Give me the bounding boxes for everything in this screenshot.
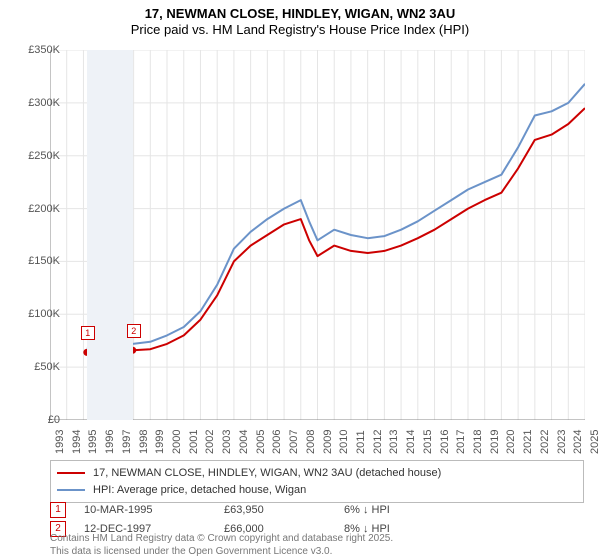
xtick-label: 1997 <box>121 430 133 454</box>
plot-sale-marker: 1 <box>81 326 95 340</box>
xtick-label: 2003 <box>221 430 233 454</box>
chart-plot-area: 12 <box>50 50 585 420</box>
legend-item-hpi: HPI: Average price, detached house, Wiga… <box>57 482 577 499</box>
legend-swatch-property <box>57 472 85 474</box>
xtick-label: 2017 <box>455 430 467 454</box>
xtick-label: 2021 <box>522 430 534 454</box>
legend: 17, NEWMAN CLOSE, HINDLEY, WIGAN, WN2 3A… <box>50 460 584 503</box>
xtick-label: 2014 <box>405 430 417 454</box>
xtick-label: 2013 <box>388 430 400 454</box>
xtick-label: 2000 <box>171 430 183 454</box>
chart-title: 17, NEWMAN CLOSE, HINDLEY, WIGAN, WN2 3A… <box>0 0 600 39</box>
xtick-label: 2007 <box>288 430 300 454</box>
xtick-label: 2019 <box>489 430 501 454</box>
xtick-label: 2012 <box>372 430 384 454</box>
xtick-label: 2009 <box>322 430 334 454</box>
xtick-label: 2004 <box>238 430 250 454</box>
xtick-label: 2018 <box>472 430 484 454</box>
xtick-label: 2023 <box>556 430 568 454</box>
ytick-label: £200K <box>28 203 60 215</box>
xtick-label: 2010 <box>338 430 350 454</box>
xtick-label: 2001 <box>188 430 200 454</box>
ytick-label: £50K <box>34 361 60 373</box>
plot-sale-marker: 2 <box>127 324 141 338</box>
xtick-label: 1996 <box>104 430 116 454</box>
ytick-label: £100K <box>28 308 60 320</box>
xtick-label: 2016 <box>439 430 451 454</box>
xtick-label: 2024 <box>572 430 584 454</box>
legend-item-property: 17, NEWMAN CLOSE, HINDLEY, WIGAN, WN2 3A… <box>57 465 577 482</box>
sale-diff-1: 6% ↓ HPI <box>344 504 444 516</box>
plot-band <box>87 50 133 420</box>
footer-line2: This data is licensed under the Open Gov… <box>50 546 393 559</box>
legend-label-property: 17, NEWMAN CLOSE, HINDLEY, WIGAN, WN2 3A… <box>93 465 441 482</box>
xtick-label: 2005 <box>255 430 267 454</box>
xtick-label: 1995 <box>87 430 99 454</box>
title-line1: 17, NEWMAN CLOSE, HINDLEY, WIGAN, WN2 3A… <box>0 6 600 22</box>
xtick-label: 2002 <box>204 430 216 454</box>
xtick-label: 1993 <box>54 430 66 454</box>
legend-label-hpi: HPI: Average price, detached house, Wiga… <box>93 482 306 499</box>
ytick-label: £350K <box>28 44 60 56</box>
xtick-label: 2006 <box>271 430 283 454</box>
ytick-label: £150K <box>28 255 60 267</box>
ytick-label: £250K <box>28 150 60 162</box>
xtick-label: 2022 <box>539 430 551 454</box>
ytick-label: £0 <box>48 414 60 426</box>
legend-swatch-hpi <box>57 489 85 491</box>
xtick-label: 2008 <box>305 430 317 454</box>
sale-row-1: 1 10-MAR-1995 £63,950 6% ↓ HPI <box>50 502 584 518</box>
xtick-label: 2025 <box>589 430 600 454</box>
xtick-label: 1994 <box>71 430 83 454</box>
xtick-label: 2011 <box>355 430 367 454</box>
sale-marker-1: 1 <box>50 502 66 518</box>
xtick-label: 2020 <box>505 430 517 454</box>
sale-price-1: £63,950 <box>224 504 344 516</box>
title-line2: Price paid vs. HM Land Registry's House … <box>0 22 600 38</box>
ytick-label: £300K <box>28 97 60 109</box>
footer-line1: Contains HM Land Registry data © Crown c… <box>50 533 393 546</box>
footer: Contains HM Land Registry data © Crown c… <box>50 533 393 558</box>
xtick-label: 1999 <box>154 430 166 454</box>
xtick-label: 1998 <box>138 430 150 454</box>
xtick-label: 2015 <box>422 430 434 454</box>
sale-date-1: 10-MAR-1995 <box>84 504 224 516</box>
